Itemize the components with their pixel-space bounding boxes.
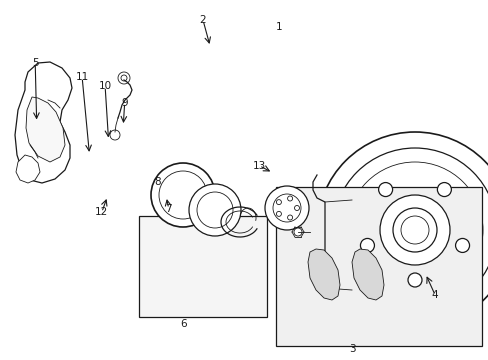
Circle shape: [197, 192, 232, 228]
Text: 6: 6: [180, 319, 186, 329]
Polygon shape: [26, 97, 65, 162]
Text: 12: 12: [95, 207, 108, 217]
Polygon shape: [15, 62, 72, 183]
Circle shape: [293, 228, 302, 236]
Circle shape: [378, 183, 392, 197]
Circle shape: [264, 186, 308, 230]
Circle shape: [118, 72, 130, 84]
Text: 3: 3: [348, 344, 355, 354]
Text: 2: 2: [199, 15, 206, 25]
Text: 1: 1: [275, 22, 282, 32]
Circle shape: [392, 208, 436, 252]
Circle shape: [121, 75, 127, 81]
Circle shape: [316, 132, 488, 328]
Circle shape: [110, 130, 120, 140]
Bar: [276, 187, 481, 346]
Text: 7: 7: [165, 204, 172, 214]
Text: 5: 5: [32, 58, 39, 68]
Polygon shape: [351, 249, 383, 300]
Circle shape: [272, 194, 301, 222]
Bar: [139, 216, 266, 317]
Circle shape: [151, 163, 215, 227]
Polygon shape: [16, 155, 40, 183]
Circle shape: [436, 183, 450, 197]
Text: 13: 13: [252, 161, 265, 171]
Circle shape: [189, 184, 241, 236]
Circle shape: [379, 195, 449, 265]
Circle shape: [360, 238, 374, 252]
Polygon shape: [307, 249, 339, 300]
Text: 9: 9: [121, 98, 128, 108]
Text: 8: 8: [154, 177, 161, 187]
Circle shape: [407, 273, 421, 287]
Circle shape: [455, 238, 468, 252]
Text: 11: 11: [75, 72, 89, 82]
Text: 10: 10: [99, 81, 111, 91]
Text: 4: 4: [431, 290, 438, 300]
Circle shape: [159, 171, 206, 219]
Circle shape: [332, 148, 488, 312]
